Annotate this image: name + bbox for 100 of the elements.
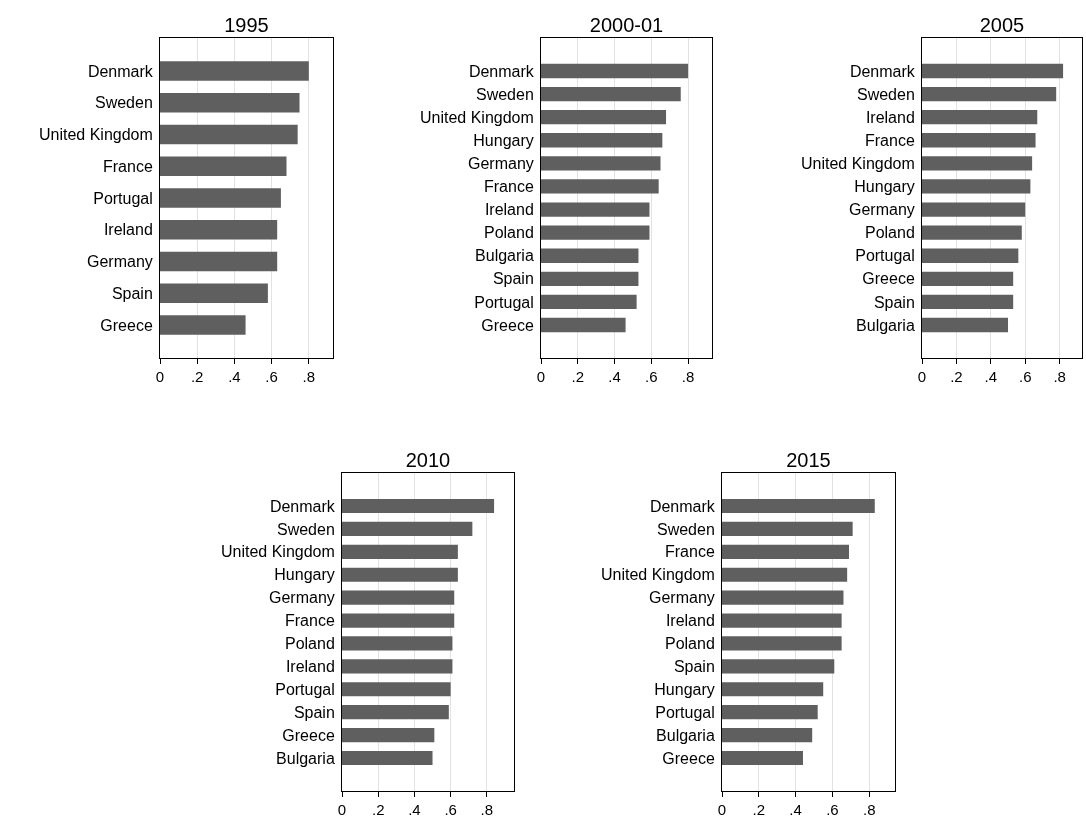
bar (541, 248, 639, 263)
bar (922, 248, 1019, 263)
bar (722, 498, 875, 514)
bar (541, 110, 667, 125)
bar (342, 636, 453, 651)
y-tick-label: France (103, 157, 153, 175)
y-tick-label: United Kingdom (220, 543, 335, 561)
chart-title: 2005 (979, 14, 1025, 36)
bar (160, 61, 309, 81)
y-tick-label: Portugal (275, 680, 335, 698)
y-tick-label: Germany (269, 589, 335, 607)
y-tick-label: Denmark (849, 62, 916, 80)
y-tick-label: Bulgaria (475, 247, 534, 265)
bar (722, 521, 853, 537)
bar (722, 590, 844, 605)
y-tick-label: Ireland (484, 201, 534, 219)
x-tick-label: .2 (371, 801, 385, 818)
y-tick-label: Hungary (854, 178, 915, 196)
y-tick-label: Germany (87, 253, 153, 271)
y-tick-label: Sweden (94, 94, 153, 112)
x-tick-label: .8 (681, 368, 695, 385)
bar (160, 156, 287, 177)
y-tick-label: Hungary (274, 566, 335, 584)
x-tick-label: .6 (1018, 368, 1032, 385)
bar (922, 202, 1026, 217)
y-tick-label: Hungary (654, 680, 715, 698)
y-tick-label: Greece (282, 726, 335, 744)
y-tick-label: Denmark (468, 62, 535, 80)
y-tick-label: Ireland (285, 657, 335, 675)
bar (722, 544, 849, 559)
bar (541, 294, 637, 310)
y-tick-label: Spain (293, 703, 335, 721)
bar (541, 225, 650, 240)
bar (541, 133, 663, 148)
y-tick-label: Denmark (269, 497, 336, 515)
bar (922, 225, 1022, 240)
bar (722, 613, 842, 628)
bar (541, 317, 626, 333)
y-tick-label: Portugal (474, 293, 534, 311)
bar (922, 294, 1014, 310)
bar (922, 179, 1031, 194)
bar (922, 86, 1057, 102)
bar (541, 63, 689, 79)
x-tick-label: 0 (917, 368, 927, 385)
bar (722, 567, 848, 582)
bar (722, 727, 813, 743)
bar (342, 727, 435, 743)
chart-title: 2000-01 (589, 14, 664, 36)
y-tick-label: Portugal (855, 247, 915, 265)
x-tick-label: .2 (571, 368, 585, 385)
bar (342, 659, 453, 674)
bar (541, 202, 650, 217)
x-tick-label: .4 (608, 368, 621, 385)
y-tick-label: Ireland (665, 612, 715, 630)
y-tick-label: Poland (864, 224, 915, 242)
y-tick-label: Poland (284, 635, 335, 653)
y-tick-label: Poland (483, 224, 534, 242)
bar (722, 750, 803, 766)
bar (541, 156, 661, 171)
bar (160, 251, 278, 272)
x-tick-label: .8 (480, 801, 494, 818)
y-tick-label: Bulgaria (276, 749, 335, 767)
y-tick-label: Spain (873, 293, 915, 311)
chart-title: 2015 (786, 449, 831, 471)
y-tick-label: Greece (662, 749, 715, 767)
x-tick-label: 0 (155, 368, 165, 385)
x-tick-label: .4 (228, 368, 241, 385)
x-tick-label: .4 (408, 801, 421, 818)
y-tick-label: Germany (649, 589, 715, 607)
x-tick-label: 0 (717, 801, 727, 818)
y-tick-label: Sweden (475, 85, 534, 103)
bar (922, 133, 1036, 148)
x-tick-label: .8 (1053, 368, 1066, 385)
bar (722, 705, 818, 720)
bar (342, 705, 449, 720)
y-tick-label: Portugal (655, 703, 715, 721)
y-tick-label: France (285, 612, 335, 630)
x-tick-label: .8 (862, 801, 876, 818)
y-tick-label: United Kingdom (419, 108, 534, 126)
bar (160, 283, 268, 304)
x-tick-label: .2 (752, 801, 766, 818)
y-tick-label: France (865, 131, 915, 149)
bar (160, 92, 300, 113)
y-tick-label: Bulgaria (856, 316, 915, 334)
y-tick-label: United Kingdom (38, 126, 153, 144)
bar (160, 315, 246, 335)
y-tick-label: France (665, 543, 715, 561)
x-tick-label: .2 (190, 368, 204, 385)
x-tick-label: .8 (302, 368, 316, 385)
x-tick-label: .4 (984, 368, 998, 385)
x-tick-label: .6 (444, 801, 457, 818)
x-tick-label: 0 (536, 368, 546, 385)
bar (541, 271, 639, 286)
bar (722, 636, 842, 651)
bar (722, 659, 835, 674)
y-tick-label: Greece (862, 270, 915, 288)
y-tick-label: Greece (100, 316, 153, 334)
bar (922, 271, 1014, 286)
bar (160, 188, 281, 208)
y-tick-label: Bulgaria (656, 726, 715, 744)
